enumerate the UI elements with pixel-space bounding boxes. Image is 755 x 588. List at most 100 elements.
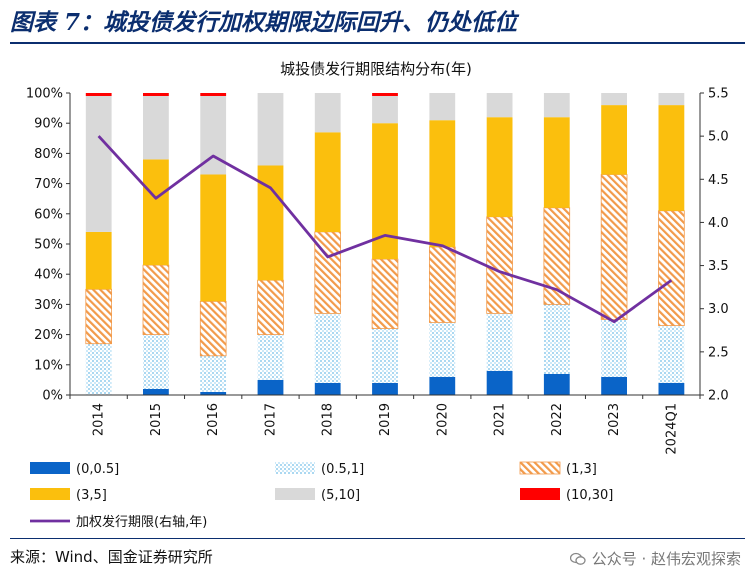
y-left-tick-label: 100% <box>26 87 63 102</box>
bar-2016-s3 <box>200 174 227 302</box>
x-tick-label: 2017 <box>263 403 278 436</box>
bar-2020-s4 <box>429 93 456 121</box>
y-left-tick-label: 30% <box>34 298 63 313</box>
bar-2020-s3 <box>429 120 456 247</box>
bar-2015-s2 <box>142 264 170 336</box>
figure-title: 图表 7：城投债发行加权期限边际回升、仍处低位 <box>10 9 518 36</box>
bar-2023-s0 <box>601 376 627 395</box>
bar-2023-s2 <box>600 174 628 320</box>
legend-label: (3,5] <box>76 488 107 503</box>
bar-2016-s5 <box>200 93 227 96</box>
bar-2014-s1 <box>85 343 112 395</box>
x-tick-label: 2018 <box>321 403 336 436</box>
bar-2024Q1-s3 <box>658 105 685 211</box>
bar-2017-s2 <box>257 279 284 336</box>
legend-label: (5,10] <box>321 488 360 503</box>
bar-2017-s0 <box>257 379 284 395</box>
legend-swatch <box>519 461 561 475</box>
bar-2017-s1 <box>257 334 284 380</box>
bar-2024Q1-s2 <box>658 210 685 327</box>
legend-label: (1,3] <box>566 462 597 477</box>
bar-2016-s0 <box>200 392 227 395</box>
bar-2016-s1 <box>200 355 227 392</box>
bar-2022-s1 <box>543 304 570 374</box>
x-tick-label: 2014 <box>92 403 107 436</box>
y-right-tick-label: 3.5 <box>708 259 729 274</box>
y-right-tick-label: 4.5 <box>708 173 729 188</box>
legend-label: (0,0.5] <box>76 462 119 477</box>
bar-2021-s1 <box>486 313 513 371</box>
legend-swatch <box>30 462 70 474</box>
legend-label: 加权发行期限(右轴,年) <box>76 514 207 530</box>
bar-2019-s0 <box>372 382 398 395</box>
bar-2024Q1-s1 <box>658 325 685 383</box>
legend-swatch <box>275 488 315 500</box>
bar-2024Q1-s4 <box>658 93 685 106</box>
bar-2022-s4 <box>543 93 570 118</box>
footer-rule <box>10 538 745 539</box>
bar-2014-s4 <box>85 96 112 232</box>
bar-2017-s4 <box>257 93 284 166</box>
title-rule <box>10 42 745 44</box>
bar-2021-s4 <box>486 93 513 118</box>
bar-2015-s0 <box>143 389 169 395</box>
bar-2015-s5 <box>143 93 169 96</box>
bar-2018-s3 <box>314 132 341 232</box>
bar-2018-s1 <box>314 313 341 383</box>
bar-2021-s2 <box>486 216 513 314</box>
y-right-tick-label: 2.5 <box>708 345 729 360</box>
y-left-tick-label: 0% <box>42 389 63 404</box>
bar-2018-s0 <box>314 382 341 395</box>
y-left-tick-label: 90% <box>34 117 63 132</box>
y-right-tick-label: 2.0 <box>708 389 729 404</box>
x-tick-label: 2015 <box>149 403 164 436</box>
watermark-text: 公众号 · 赵伟宏观探索 <box>591 550 741 568</box>
y-right-tick-label: 5.0 <box>708 130 729 145</box>
bar-2023-s3 <box>601 105 627 175</box>
bar-2020-s0 <box>429 376 456 395</box>
bar-2023-s1 <box>601 319 627 377</box>
legend-label: (10,30] <box>566 488 613 503</box>
x-tick-label: 2023 <box>607 403 622 436</box>
y-right-tick-label: 3.0 <box>708 302 729 317</box>
bar-2018-s4 <box>314 93 341 133</box>
bar-2020-s1 <box>429 322 456 377</box>
bar-2015-s4 <box>143 96 169 160</box>
bar-2014-s3 <box>85 231 112 290</box>
bar-2015-s3 <box>143 159 169 266</box>
y-left-tick-label: 60% <box>34 207 63 222</box>
y-left-tick-label: 40% <box>34 268 63 283</box>
bar-2021-s3 <box>486 117 513 217</box>
bar-2019-s1 <box>372 328 398 383</box>
legend-label: (0.5,1] <box>321 462 364 477</box>
x-tick-label: 2019 <box>378 403 393 436</box>
watermark: 公众号 · 赵伟宏观探索 <box>569 548 741 569</box>
x-tick-label: 2016 <box>206 403 221 436</box>
chart-title: 城投债发行期限结构分布(年) <box>280 60 472 78</box>
x-tick-label: 2021 <box>493 403 508 436</box>
y-left-tick-label: 50% <box>34 238 63 253</box>
bar-2022-s0 <box>543 373 570 395</box>
y-right-tick-label: 5.5 <box>708 87 729 102</box>
bar-2020-s2 <box>428 246 456 323</box>
y-right-tick-label: 4.0 <box>708 216 729 231</box>
bar-2019-s4 <box>372 96 398 124</box>
bar-2023-s4 <box>601 93 627 106</box>
bar-2016-s2 <box>199 300 227 357</box>
bar-2014-s5 <box>85 93 112 96</box>
bar-2019-s5 <box>372 93 398 96</box>
x-tick-label: 2020 <box>435 403 450 436</box>
legend-swatch <box>275 462 315 474</box>
bar-2022-s3 <box>543 117 570 208</box>
legend-swatch <box>520 488 560 500</box>
wechat-icon <box>569 552 586 566</box>
y-left-tick-label: 10% <box>34 358 63 373</box>
x-tick-label: 2024Q1 <box>664 403 679 455</box>
bar-2014-s2 <box>85 288 113 345</box>
bar-2024Q1-s0 <box>658 382 685 395</box>
y-left-tick-label: 70% <box>34 177 63 192</box>
bar-2019-s2 <box>371 258 399 330</box>
bar-2021-s0 <box>486 370 513 395</box>
legend-swatch <box>30 488 70 500</box>
